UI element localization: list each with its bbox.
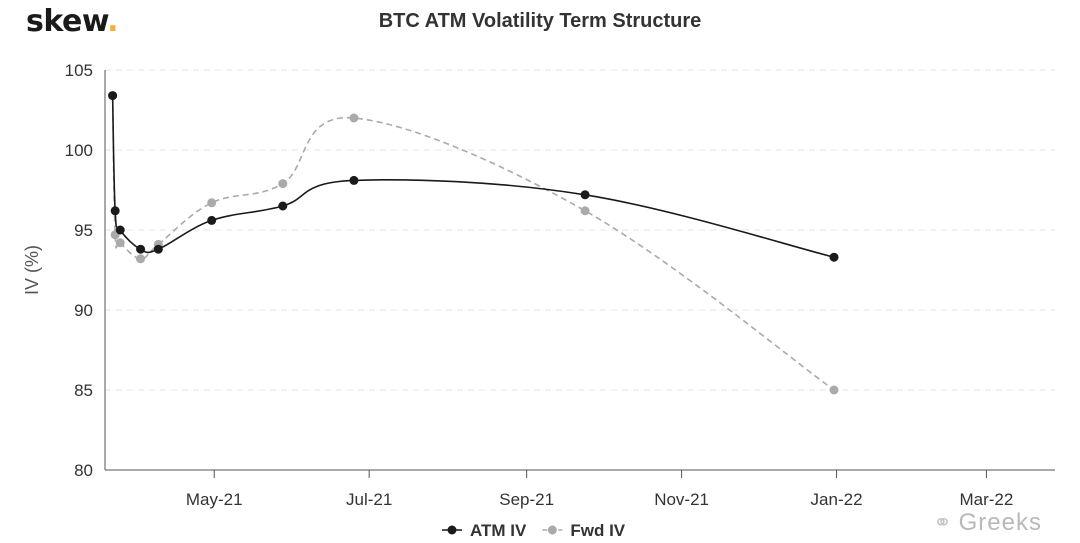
data-point-atm-iv <box>115 225 125 235</box>
data-point-fwd-iv <box>580 206 590 216</box>
y-tick-label: 85 <box>74 381 93 400</box>
data-point-atm-iv <box>110 206 120 216</box>
data-point-atm-iv <box>829 252 839 262</box>
x-tick-label: Mar-22 <box>959 490 1013 509</box>
x-tick-label: Sep-21 <box>499 490 554 509</box>
x-tick-label: May-21 <box>186 490 243 509</box>
legend-label-fwd-iv: Fwd IV <box>570 521 625 540</box>
y-tick-label: 90 <box>74 301 93 320</box>
y-tick-label: 105 <box>65 61 93 80</box>
y-tick-label: 95 <box>74 221 93 240</box>
data-point-fwd-iv <box>115 238 125 248</box>
chart-title: BTC ATM Volatility Term Structure <box>378 10 702 32</box>
watermark: ⚭ Greeks <box>933 509 1042 537</box>
grid-lines <box>105 69 1055 391</box>
data-point-fwd-iv <box>207 198 217 208</box>
series-layer <box>108 91 839 395</box>
wechat-icon: ⚭ <box>933 510 953 535</box>
legend-marker-atm-iv <box>447 525 457 535</box>
data-point-atm-iv <box>108 91 118 101</box>
data-point-fwd-iv <box>829 385 839 395</box>
logo-text: skew <box>26 4 108 39</box>
axes: 80 85 90 95 100 105 IV (%) May-21 Jul-21 Sep-21 No… <box>22 61 1055 509</box>
series-line-fwd-iv <box>111 95 835 391</box>
data-point-atm-iv <box>207 215 217 225</box>
watermark-text: Greeks <box>958 509 1042 536</box>
data-point-atm-iv <box>153 244 163 254</box>
y-tick-label: 80 <box>74 461 93 480</box>
x-tick-label: Jul-21 <box>346 490 392 509</box>
y-axis-label: IV (%) <box>22 245 42 295</box>
legend-label-atm-iv: ATM IV <box>470 521 527 540</box>
x-tick-label: Jan-22 <box>811 490 863 509</box>
data-point-fwd-iv <box>136 254 146 264</box>
data-point-atm-iv <box>136 244 146 254</box>
data-point-fwd-iv <box>278 179 288 189</box>
data-point-atm-iv <box>278 201 288 211</box>
logo-dot: . <box>107 4 119 39</box>
series-line-atm-iv <box>111 95 835 258</box>
data-point-atm-iv <box>580 190 590 200</box>
legend: ATM IV Fwd IV <box>442 521 626 540</box>
legend-marker-fwd-iv <box>547 525 557 535</box>
data-point-atm-iv <box>349 175 359 185</box>
x-tick-label: Nov-21 <box>654 490 709 509</box>
y-tick-label: 100 <box>65 141 93 160</box>
data-point-fwd-iv <box>349 113 359 123</box>
skew-logo: skew. <box>26 4 119 39</box>
